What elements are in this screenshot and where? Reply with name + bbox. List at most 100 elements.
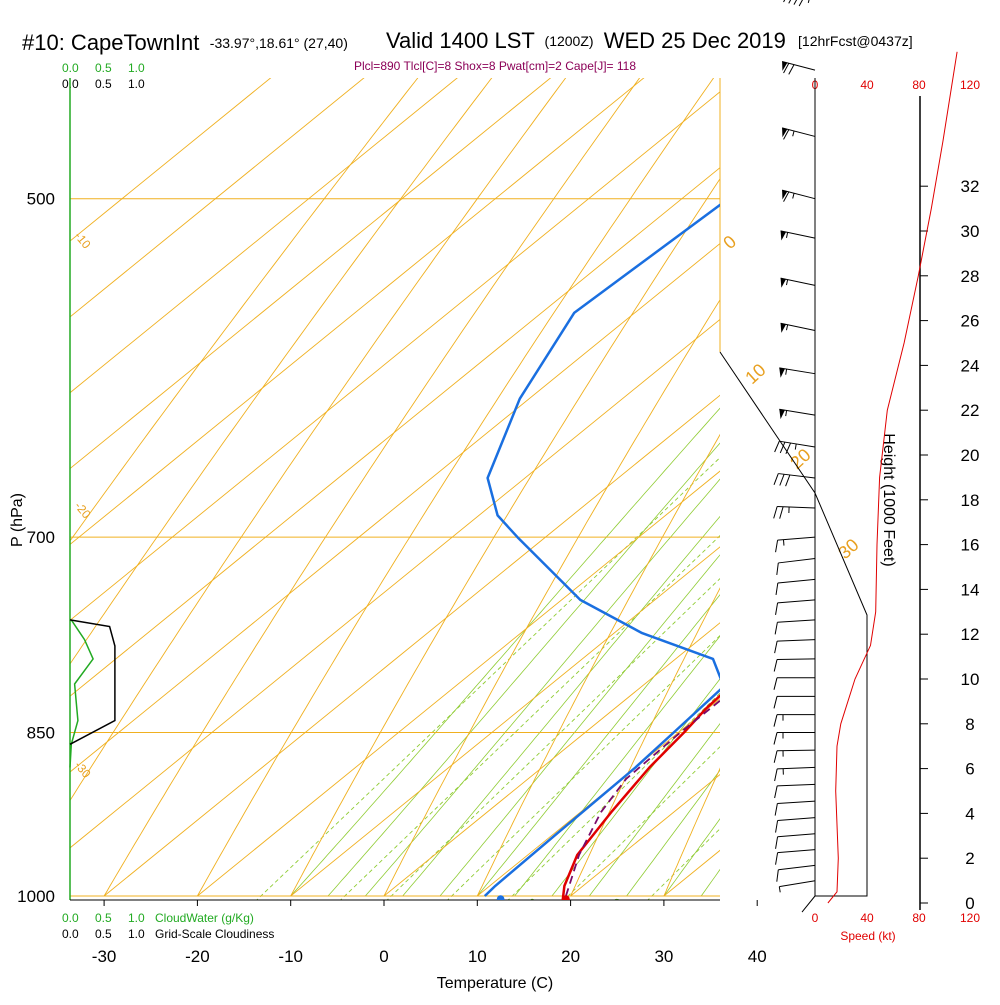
height-tick-label: 32 xyxy=(961,177,980,196)
wind-barb-full xyxy=(775,441,780,452)
moist-adiabat xyxy=(701,0,1000,896)
height-tick-label: 30 xyxy=(961,222,980,241)
mixing-ratio-label: 12 xyxy=(523,896,542,915)
wind-barb-full xyxy=(774,678,777,690)
mixing-ratio-label: 5 xyxy=(407,903,424,915)
speed-top-40: 40 xyxy=(860,78,874,92)
wind-barb-full xyxy=(776,821,778,833)
wind-barb xyxy=(777,801,815,803)
height-tick-label: 2 xyxy=(965,849,974,868)
wind-barb-full xyxy=(780,474,784,485)
height-tick-label: 0 xyxy=(965,894,974,913)
x-tick-label: -20 xyxy=(185,947,210,966)
moist-adiabat xyxy=(515,0,1000,896)
wind-barb xyxy=(779,368,815,374)
wind-flag xyxy=(781,278,786,288)
parcel-line xyxy=(566,593,854,896)
height-tick-label: 22 xyxy=(961,401,980,420)
wind-barb xyxy=(781,323,815,330)
wind-barb xyxy=(777,659,815,660)
wind-barb-full xyxy=(789,65,794,75)
isotherm-label: 10 xyxy=(741,360,769,388)
wind-barb-full xyxy=(775,769,778,781)
wind-barb xyxy=(778,850,815,853)
mixing-ratio-label: 8 xyxy=(467,903,484,915)
isotherm-label: 0 xyxy=(719,231,740,253)
speed-bottom-80: 80 xyxy=(912,911,926,925)
cloudwater-bscale-0: 0.0 xyxy=(62,911,79,925)
speed-top-80: 80 xyxy=(912,78,926,92)
x-tick-label: 30 xyxy=(654,947,673,966)
height-tick-label: 20 xyxy=(961,446,980,465)
wind-barb-full xyxy=(777,870,779,882)
wind-barb-full xyxy=(774,659,777,671)
wind-barb-full xyxy=(786,475,790,486)
dry-adiabat-label: -10 xyxy=(72,229,94,252)
height-tick-label: 24 xyxy=(961,356,980,375)
cloudwater-scale-1: 0.5 xyxy=(95,61,112,75)
pressure-tick-label: 500 xyxy=(27,190,55,209)
wind-barb xyxy=(778,818,815,821)
wind-barb xyxy=(778,537,815,540)
moist-adiabat xyxy=(328,0,1000,896)
cloudiness-scale-2: 1.0 xyxy=(128,77,145,91)
speed-bottom-120: 120 xyxy=(960,911,980,925)
x-tick-label: 10 xyxy=(468,947,487,966)
height-tick-label: 18 xyxy=(961,491,980,510)
wind-barb xyxy=(781,278,815,285)
cloudwater-bscale-1: 0.5 xyxy=(95,911,112,925)
wind-barb-full xyxy=(774,696,777,708)
dry-adiabat xyxy=(0,0,889,896)
wind-barb-full xyxy=(776,540,778,552)
valid-time: Valid 1400 LST (1200Z) WED 25 Dec 2019 [… xyxy=(386,26,913,53)
height-tick-label: 14 xyxy=(961,580,980,599)
y-axis-title: P (hPa) xyxy=(9,493,26,547)
cloudwater-scale-0: 0.0 xyxy=(62,61,79,75)
wind-barb-half xyxy=(793,193,794,198)
mixing-ratio-line xyxy=(487,0,1000,921)
wind-barb-half xyxy=(808,0,809,3)
wind-barb-full xyxy=(775,641,778,653)
wind-barb-half xyxy=(786,325,787,330)
isotherm xyxy=(664,0,1000,896)
wind-flag xyxy=(779,368,785,378)
height-tick-label: 28 xyxy=(961,267,980,286)
wind-barb-half xyxy=(786,232,787,237)
wind-barb-full xyxy=(780,507,783,519)
height-tick-label: 16 xyxy=(961,536,980,555)
wind-barb-full xyxy=(774,715,777,727)
speed-bottom-40: 40 xyxy=(860,911,874,925)
dry-adiabat xyxy=(571,0,1000,896)
height-tick-label: 8 xyxy=(965,715,974,734)
speed-bottom-0: 0 xyxy=(812,911,819,925)
dry-adiabat xyxy=(477,0,1000,896)
station-title: #10: CapeTownInt -33.97°,18.61° (27,40) xyxy=(22,30,348,55)
isotherm-label: 20 xyxy=(786,445,814,473)
x-tick-label: -30 xyxy=(92,947,117,966)
x-tick-label: 0 xyxy=(379,947,388,966)
height-tick-label: 12 xyxy=(961,625,980,644)
wind-barb-half xyxy=(793,131,794,136)
height-tick-label: 4 xyxy=(965,804,974,823)
wind-barb-full xyxy=(776,853,778,865)
cloudiness-scale-1: 0.5 xyxy=(95,77,112,91)
cloudiness-label: Grid-Scale Cloudiness xyxy=(155,927,274,941)
wind-frame xyxy=(720,352,867,896)
moist-adiabat xyxy=(477,0,1000,896)
dry-adiabat xyxy=(384,0,1000,896)
wind-barb-half xyxy=(779,887,780,893)
cloudwater-scale-2: 1.0 xyxy=(128,61,145,75)
cloudwater-bscale-2: 1.0 xyxy=(128,911,145,925)
speed-axis-label: Speed (kt) xyxy=(840,929,895,943)
x-tick-label: -10 xyxy=(278,947,303,966)
wind-barb xyxy=(778,579,815,583)
wind-barb xyxy=(777,640,815,641)
wind-flag xyxy=(782,62,787,71)
mixing-ratio-label: 20 xyxy=(607,896,626,915)
wind-barb-full xyxy=(794,0,799,5)
wind-barb xyxy=(802,896,815,912)
isotherm xyxy=(104,0,1000,896)
wind-barb xyxy=(779,881,815,887)
wind-barb xyxy=(778,865,815,869)
